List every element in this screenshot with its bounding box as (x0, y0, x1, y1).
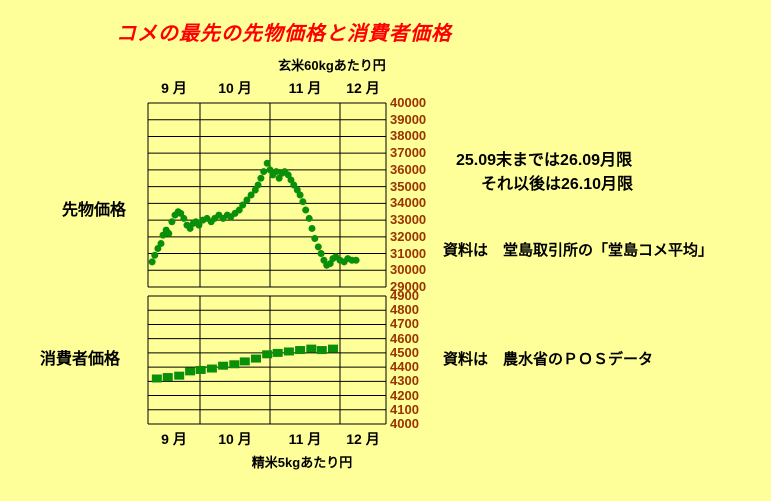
consumer-point (316, 346, 327, 355)
y-tick-label: 4600 (390, 330, 419, 346)
consumer-point (328, 344, 338, 353)
futures-point (239, 201, 247, 209)
futures-point (257, 174, 265, 182)
futures-source-note: 資料は 堂島取引所の「堂島コメ平均」 (443, 242, 714, 259)
futures-point (314, 243, 322, 251)
consumer-point (162, 373, 173, 382)
consumer-point (306, 344, 317, 353)
y-tick-label: 4400 (390, 359, 419, 375)
futures-point (302, 206, 310, 214)
x-month-label: 11 月 (288, 431, 322, 447)
y-tick-label: 32000 (390, 228, 427, 244)
x-month-label: 9 月 (161, 80, 187, 96)
y-tick-label: 4000 (390, 416, 419, 431)
x-month-label: 12 月 (346, 431, 380, 447)
futures-point (305, 214, 313, 222)
y-tick-label: 4100 (390, 401, 419, 417)
y-tick-label: 34000 (390, 195, 427, 211)
futures-point (263, 159, 271, 167)
futures-point (299, 198, 307, 206)
y-tick-label: 40000 (390, 95, 427, 110)
y-tick-label: 4500 (390, 344, 419, 360)
consumer-point (218, 361, 229, 370)
y-tick-label: 4700 (390, 316, 419, 332)
futures-point (186, 224, 194, 232)
consumer-point (262, 350, 273, 359)
consumer-point (251, 354, 261, 363)
consumer-point (174, 371, 185, 380)
consumer-series-label: 消費者価格 (40, 351, 121, 368)
y-tick-label: 39000 (390, 111, 427, 127)
y-tick-label: 4300 (390, 373, 419, 389)
futures-point (352, 256, 360, 264)
y-tick-label: 31000 (390, 245, 427, 261)
consumer-point (239, 357, 250, 366)
consumer-point (151, 374, 162, 383)
futures-point (168, 218, 176, 226)
y-tick-label: 33000 (390, 212, 427, 228)
futures-point (154, 245, 162, 253)
futures-point (272, 168, 280, 176)
consumer-point (185, 367, 196, 376)
futures-point (260, 168, 268, 176)
top-axis-unit-label: 玄米60kgあたり円 (278, 58, 386, 73)
futures-point (290, 181, 298, 189)
y-tick-label: 4900 (390, 288, 419, 303)
y-tick-label: 4800 (390, 302, 419, 318)
futures-point (180, 214, 188, 222)
y-tick-label: 36000 (390, 161, 427, 177)
contract-note-line1: 25.09末までは26.09月限 (456, 152, 633, 169)
x-month-label: 12 月 (346, 80, 380, 96)
consumer-point (295, 346, 306, 355)
futures-point (311, 234, 319, 242)
consumer-point (206, 364, 217, 373)
y-tick-label: 38000 (390, 128, 427, 144)
futures-point (148, 258, 156, 266)
x-month-label: 10 月 (218, 80, 252, 96)
y-tick-label: 29000 (390, 279, 427, 294)
futures-point (235, 206, 243, 214)
futures-point (308, 224, 316, 232)
page-title: コメの最先の先物価格と消費者価格 (116, 23, 452, 45)
consumer-point (272, 348, 283, 357)
futures-point (159, 231, 167, 239)
x-month-label: 9 月 (161, 431, 187, 447)
bottom-axis-unit-label: 精米5kgあたり円 (251, 455, 353, 470)
consumer-point (283, 347, 294, 356)
futures-point (151, 251, 159, 259)
contract-note-line2: それ以後は26.10月限 (481, 176, 634, 193)
x-month-label: 10 月 (218, 431, 252, 447)
futures-point (247, 191, 255, 199)
futures-series-label: 先物価格 (62, 202, 127, 219)
x-month-label: 11 月 (288, 80, 322, 96)
futures-point (296, 191, 304, 199)
y-tick-label: 30000 (390, 262, 427, 278)
futures-point (317, 250, 325, 258)
futures-point (157, 240, 165, 248)
consumer-source-note: 資料は 農水省のＰＯＳデータ (443, 351, 654, 368)
y-tick-label: 35000 (390, 178, 427, 194)
futures-point (165, 229, 173, 237)
y-tick-label: 37000 (390, 145, 427, 161)
futures-point (195, 221, 203, 229)
futures-point (177, 209, 185, 217)
futures-point (243, 196, 251, 204)
consumer-point (195, 365, 206, 374)
futures-point (254, 181, 262, 189)
consumer-point (229, 360, 240, 369)
y-tick-label: 4200 (390, 387, 419, 403)
